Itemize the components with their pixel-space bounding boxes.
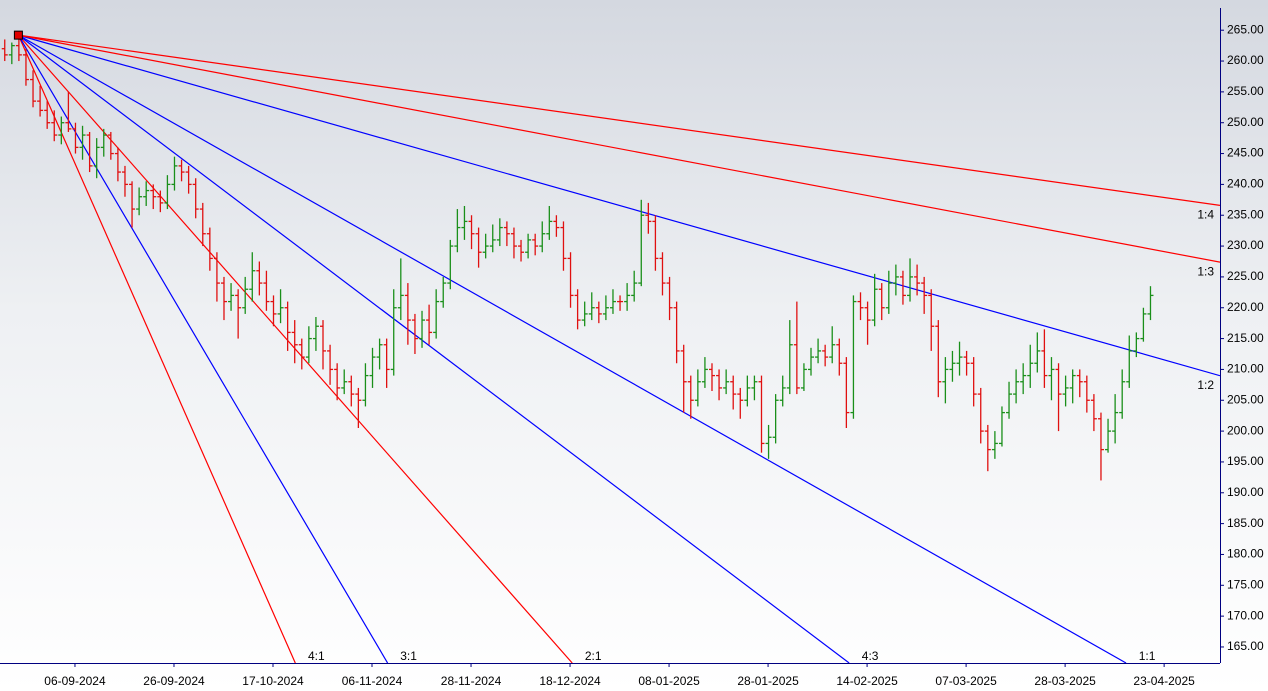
y-tick-label: 175.00 bbox=[1227, 577, 1264, 591]
x-tick-label: 23-04-2025 bbox=[1133, 674, 1195, 688]
x-tick-label: 28-03-2025 bbox=[1034, 674, 1096, 688]
x-tick-label: 17-10-2024 bbox=[242, 674, 304, 688]
y-tick-label: 205.00 bbox=[1227, 392, 1264, 406]
labels: 165.00 170.00 175.00 180.00 185.00 190.00 195.… bbox=[13, 22, 1264, 688]
y-tick-label: 165.00 bbox=[1227, 639, 1264, 653]
y-tick-label: 210.00 bbox=[1227, 362, 1264, 376]
x-tick-label: 08-01-2025 bbox=[638, 674, 700, 688]
x-tick-label: 28-11-2024 bbox=[441, 674, 502, 688]
y-tick-label: 250.00 bbox=[1227, 115, 1264, 129]
fan-line bbox=[18, 34, 1220, 207]
y-tick-label: 265.00 bbox=[1227, 22, 1264, 36]
y-tick-label: 200.00 bbox=[1227, 423, 1264, 437]
fan-label: 3:1 bbox=[400, 649, 417, 663]
fan-line bbox=[17, 34, 389, 663]
fan-label: 2:1 bbox=[585, 649, 602, 663]
y-tick-label: 225.00 bbox=[1227, 269, 1264, 283]
y-tick-label: 260.00 bbox=[1227, 53, 1264, 67]
x-tick-label: 14-02-2025 bbox=[836, 674, 898, 688]
y-tick-label: 195.00 bbox=[1227, 454, 1264, 468]
y-tick-label: 170.00 bbox=[1227, 608, 1264, 622]
fan-label: 4:1 bbox=[308, 649, 325, 663]
fan-label: 1:1 bbox=[1139, 649, 1156, 663]
y-tick-label: 190.00 bbox=[1227, 485, 1264, 499]
y-tick-label: 255.00 bbox=[1227, 84, 1264, 98]
y-tick-label: 240.00 bbox=[1227, 177, 1264, 191]
fan-line bbox=[18, 34, 1220, 377]
fan-line bbox=[18, 34, 850, 663]
fan-label: 1:3 bbox=[1197, 264, 1214, 278]
y-tick-label: 235.00 bbox=[1227, 207, 1264, 221]
price-bars bbox=[1, 33, 1154, 481]
fan-label: 1:4 bbox=[1197, 208, 1214, 222]
y-tick-label: 215.00 bbox=[1227, 331, 1264, 345]
y-tick-label: 185.00 bbox=[1227, 516, 1264, 530]
x-tick-label: 06-11-2024 bbox=[342, 674, 403, 688]
fan-label: 1:2 bbox=[1197, 378, 1214, 392]
x-tick-label: 28-01-2025 bbox=[737, 674, 799, 688]
fan-line bbox=[18, 34, 1220, 263]
x-tick-label: 26-09-2024 bbox=[143, 674, 205, 688]
fan-label: 4:3 bbox=[862, 649, 879, 663]
x-tick-label: 18-12-2024 bbox=[539, 674, 601, 688]
x-tick-label: 06-09-2024 bbox=[44, 674, 106, 688]
y-tick-label: 220.00 bbox=[1227, 300, 1264, 314]
x-tick-label: 07-03-2025 bbox=[935, 674, 997, 688]
fan-origin bbox=[13, 30, 23, 40]
y-tick-label: 230.00 bbox=[1227, 238, 1264, 252]
y-tick-label: 180.00 bbox=[1227, 547, 1264, 561]
fan-line bbox=[18, 34, 1127, 663]
fan-line bbox=[17, 34, 296, 663]
y-tick-label: 245.00 bbox=[1227, 146, 1264, 160]
